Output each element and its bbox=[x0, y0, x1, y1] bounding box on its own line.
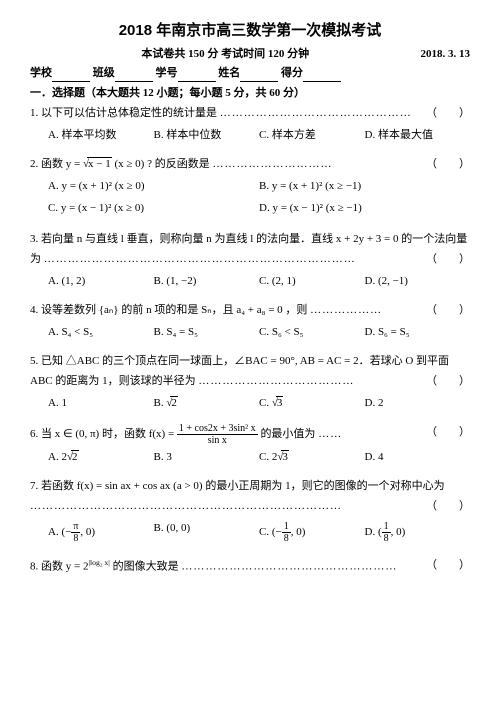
dots: ………………………… bbox=[212, 158, 332, 170]
answer-paren: （ ） bbox=[426, 250, 470, 270]
q3-opt-a: A. (1, 2) bbox=[48, 274, 154, 289]
answer-paren: （ ） bbox=[426, 556, 470, 576]
q-num: 5. bbox=[30, 355, 38, 367]
question-5: 5. 已知 △ABC 的三个顶点在同一球面上，∠BAC = 90°, AB = … bbox=[30, 352, 470, 415]
blank-class bbox=[115, 70, 153, 82]
q2-post: (x ≥ 0) ? 的反函数是 bbox=[112, 158, 210, 170]
label-school: 学校 bbox=[30, 67, 52, 79]
blank-name bbox=[240, 70, 278, 82]
exam-subtitle-row: 本试卷共 150 分 考试时间 120 分钟 2018. 3. 13 bbox=[30, 47, 470, 62]
q-num: 8. bbox=[30, 561, 38, 573]
student-info-row: 学校 班级 学号 姓名 得分 bbox=[30, 66, 470, 81]
q2-sqrt: x − 1 bbox=[83, 158, 112, 170]
q5-opt-d: D. 2 bbox=[365, 396, 471, 411]
q-body: 若函数 f(x) = sin ax + cos ax (a > 0) 的最小正周… bbox=[41, 480, 445, 492]
answer-paren: （ ） bbox=[426, 497, 470, 517]
q6-fraction: 1 + cos2x + 3sin² xsin x bbox=[177, 423, 258, 446]
q6-post: 的最小值为 bbox=[260, 428, 315, 440]
question-7: 7. 若函数 f(x) = sin ax + cos ax (a > 0) 的最… bbox=[30, 477, 470, 548]
q-body: 以下可以估计总体稳定性的统计量是 bbox=[41, 107, 217, 119]
dots: …………………………………………………………………… bbox=[30, 500, 342, 512]
q4-opt-b: B. S₄ = S₅ bbox=[154, 325, 260, 340]
q2-opt-c: C. y = (x − 1)² (x ≥ 0) bbox=[48, 201, 259, 216]
q7-opt-d: D. (18, 0) bbox=[365, 521, 471, 544]
q8-pre: 函数 y = 2 bbox=[41, 561, 88, 573]
q7-opt-b: B. (0, 0) bbox=[154, 521, 260, 544]
dots: ………………………………………… bbox=[220, 107, 412, 119]
answer-paren: （ ） bbox=[426, 372, 470, 392]
dots: …… bbox=[318, 428, 342, 440]
q2-opt-b: B. y = (x + 1)² (x ≥ −1) bbox=[259, 179, 470, 194]
q-num: 2. bbox=[30, 158, 38, 170]
answer-paren: （ ） bbox=[426, 155, 470, 175]
question-6: 6. 当 x ∈ (0, π) 时，函数 f(x) = 1 + cos2x + … bbox=[30, 423, 470, 469]
q1-opt-b: B. 样本中位数 bbox=[154, 128, 260, 143]
q6-opt-a: A. 22 bbox=[48, 450, 154, 465]
blank-school bbox=[52, 70, 90, 82]
q1-opt-d: D. 样本最大值 bbox=[365, 128, 471, 143]
answer-paren: （ ） bbox=[426, 104, 470, 124]
q5-opt-a: A. 1 bbox=[48, 396, 154, 411]
label-name: 姓名 bbox=[218, 67, 240, 79]
q3-options: A. (1, 2) B. (1, −2) C. (2, 1) D. (2, −1… bbox=[48, 274, 470, 293]
label-class: 班级 bbox=[93, 67, 115, 79]
label-sid: 学号 bbox=[156, 67, 178, 79]
question-1: 1. 以下可以估计总体稳定性的统计量是 ………………………………………… （ ）… bbox=[30, 104, 470, 147]
q4-opt-d: D. S₆ = S₅ bbox=[365, 325, 471, 340]
q-num: 6. bbox=[30, 428, 38, 440]
dots: …………………………………………………………………… bbox=[44, 253, 356, 265]
q-num: 7. bbox=[30, 480, 38, 492]
q1-options: A. 样本平均数 B. 样本中位数 C. 样本方差 D. 样本最大值 bbox=[48, 128, 470, 147]
q7-opt-c: C. (−18, 0) bbox=[259, 521, 365, 544]
q6-pre: 当 x ∈ (0, π) 时，函数 f(x) = bbox=[41, 428, 177, 440]
label-score: 得分 bbox=[281, 67, 303, 79]
exam-title: 2018 年南京市高三数学第一次模拟考试 bbox=[30, 20, 470, 41]
q6-options: A. 22 B. 3 C. 23 D. 4 bbox=[48, 450, 470, 469]
q-num: 4. bbox=[30, 304, 38, 316]
q1-opt-a: A. 样本平均数 bbox=[48, 128, 154, 143]
section-heading: 一．选择题（本大题共 12 小题；每小题 5 分，共 60 分） bbox=[30, 86, 470, 101]
q5-options: A. 1 B. 2 C. 3 D. 2 bbox=[48, 396, 470, 415]
q7-opt-a: A. (−π8, 0) bbox=[48, 521, 154, 544]
answer-paren: （ ） bbox=[426, 423, 470, 443]
q8-sup: |log₂ x| bbox=[88, 558, 109, 567]
dots: ……………… bbox=[310, 304, 382, 316]
q5-opt-c: C. 3 bbox=[259, 396, 365, 411]
question-4: 4. 设等差数列 {aₙ} 的前 n 项的和是 Sₙ，且 a₄ + a₈ = 0… bbox=[30, 301, 470, 344]
q6-opt-b: B. 3 bbox=[154, 450, 260, 465]
q4-opt-c: C. S₆ < S₅ bbox=[259, 325, 365, 340]
question-3: 3. 若向量 n 与直线 l 垂直，则称向量 n 为直线 l 的法向量．直线 x… bbox=[30, 230, 470, 293]
q-body: 设等差数列 {aₙ} 的前 n 项的和是 Sₙ，且 a₄ + a₈ = 0 ，则 bbox=[41, 304, 307, 316]
question-8: 8. 函数 y = 2|log₂ x| 的图像大致是 …………………………………… bbox=[30, 556, 470, 577]
answer-paren: （ ） bbox=[426, 301, 470, 321]
blank-score bbox=[303, 70, 341, 82]
q4-opt-a: A. S₄ < S₅ bbox=[48, 325, 154, 340]
q8-post: 的图像大致是 bbox=[110, 561, 179, 573]
q3-opt-c: C. (2, 1) bbox=[259, 274, 365, 289]
blank-sid bbox=[178, 70, 216, 82]
q2-opt-d: D. y = (x − 1)² (x ≥ −1) bbox=[259, 201, 470, 216]
question-2: 2. 函数 y = x − 1 (x ≥ 0) ? 的反函数是 ……………………… bbox=[30, 155, 470, 222]
q-num: 1. bbox=[30, 107, 38, 119]
q5-opt-b: B. 2 bbox=[154, 396, 260, 411]
dots: ………………………………… bbox=[198, 375, 354, 387]
q-num: 3. bbox=[30, 233, 38, 245]
q3-opt-d: D. (2, −1) bbox=[365, 274, 471, 289]
q6-opt-d: D. 4 bbox=[365, 450, 471, 465]
q6-opt-c: C. 23 bbox=[259, 450, 365, 465]
subtitle-text: 本试卷共 150 分 考试时间 120 分钟 bbox=[141, 48, 309, 60]
q7-options: A. (−π8, 0) B. (0, 0) C. (−18, 0) D. (18… bbox=[48, 521, 470, 548]
q4-options: A. S₄ < S₅ B. S₄ = S₅ C. S₆ < S₅ D. S₆ =… bbox=[48, 325, 470, 344]
dots: ……………………………………………… bbox=[181, 561, 397, 573]
exam-date: 2018. 3. 13 bbox=[421, 47, 471, 62]
q2-opt-a: A. y = (x + 1)² (x ≥ 0) bbox=[48, 179, 259, 194]
q1-opt-c: C. 样本方差 bbox=[259, 128, 365, 143]
q2-options: A. y = (x + 1)² (x ≥ 0) B. y = (x + 1)² … bbox=[48, 179, 470, 222]
q3-opt-b: B. (1, −2) bbox=[154, 274, 260, 289]
q2-pre: 函数 y = bbox=[41, 158, 83, 170]
